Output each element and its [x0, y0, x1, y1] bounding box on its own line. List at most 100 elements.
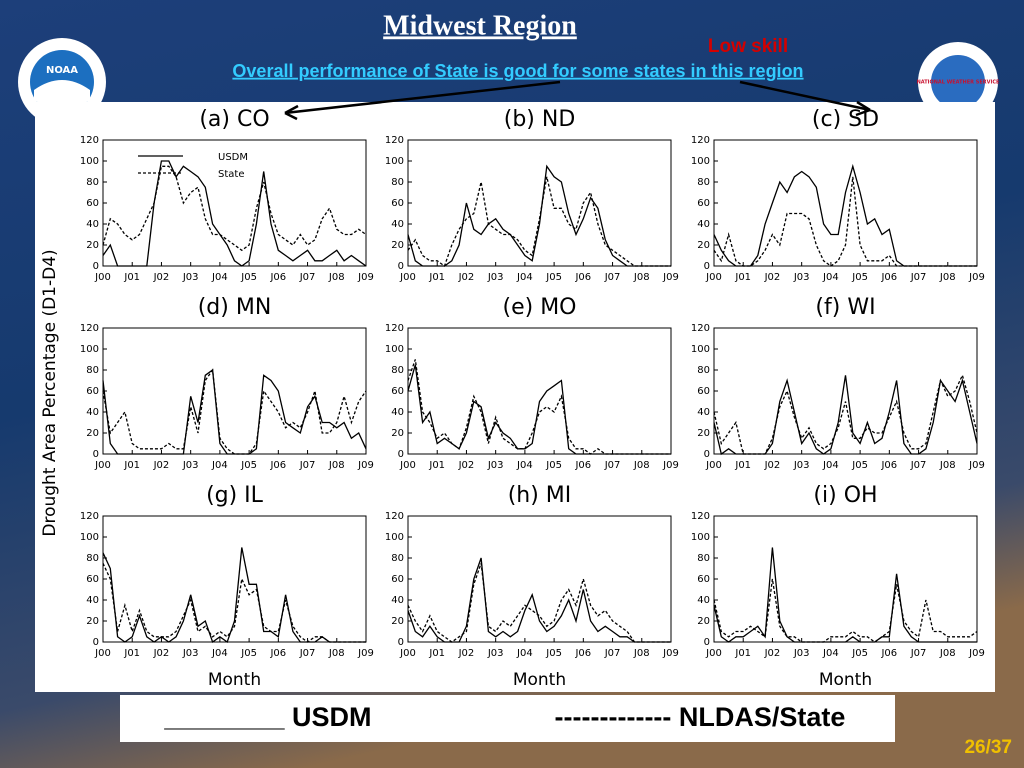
x-tick-label: J09 — [968, 648, 985, 659]
y-tick-label: 100 — [385, 156, 404, 167]
legend-usdm: ________ USDM — [163, 702, 371, 732]
y-tick-label: 20 — [86, 616, 99, 627]
y-tick-label: 120 — [80, 511, 99, 522]
x-tick-label: J00 — [399, 648, 416, 659]
y-tick-label: 120 — [385, 135, 404, 146]
y-tick-label: 100 — [80, 344, 99, 355]
y-tick-label: 0 — [93, 637, 99, 648]
x-tick-label: J08 — [633, 272, 650, 283]
series-line — [407, 176, 671, 268]
x-tick-label: J09 — [662, 272, 679, 283]
series-line — [102, 160, 367, 267]
y-tick-label: 60 — [697, 386, 710, 397]
series-line — [713, 547, 977, 643]
y-tick-label: 40 — [391, 219, 404, 230]
y-tick-label: 80 — [697, 553, 710, 564]
figure-panel — [35, 102, 995, 692]
y-tick-label: 60 — [697, 198, 710, 209]
x-tick-label: J07 — [910, 460, 927, 471]
series-line — [407, 164, 671, 267]
y-tick-label: 60 — [391, 198, 404, 209]
series-line — [713, 176, 977, 267]
y-tick-label: 100 — [691, 156, 710, 167]
x-tick-label: J03 — [487, 272, 504, 283]
x-tick-label: J08 — [328, 648, 345, 659]
x-tick-label: J01 — [428, 460, 445, 471]
x-tick-label: J01 — [428, 648, 445, 659]
y-tick-label: 20 — [86, 240, 99, 251]
y-tick-label: 20 — [697, 240, 710, 251]
x-tick-label: J02 — [153, 648, 170, 659]
y-tick-label: 120 — [691, 323, 710, 334]
page-number: 26/37 — [964, 737, 1012, 758]
y-tick-label: 60 — [86, 574, 99, 585]
panel: (g) IL 0 20 40 60 80 100 120 J00 J01 J02 J03 J04 J05 J… — [80, 483, 374, 690]
panel-title: (h) MI — [508, 483, 572, 508]
y-tick-label: 80 — [86, 553, 99, 564]
series-line — [713, 578, 978, 643]
legend-box — [120, 695, 895, 742]
y-tick-label: 100 — [385, 532, 404, 543]
y-tick-label: 0 — [704, 637, 710, 648]
x-tick-label: J04 — [516, 648, 533, 659]
x-tick-label: J00 — [705, 272, 722, 283]
y-tick-label: 0 — [93, 261, 99, 272]
x-tick-label: J02 — [764, 272, 781, 283]
x-tick-label: J06 — [880, 272, 897, 283]
x-tick-label: J05 — [240, 272, 257, 283]
x-tick-label: J06 — [880, 460, 897, 471]
x-tick-label: J01 — [123, 272, 140, 283]
y-tick-label: 120 — [80, 323, 99, 334]
y-tick-label: 40 — [697, 219, 710, 230]
legend-label: State — [218, 169, 244, 180]
x-tick-label: J01 — [428, 272, 445, 283]
panel-title: (d) MN — [198, 295, 272, 320]
y-tick-label: 20 — [86, 428, 99, 439]
x-tick-label: J09 — [662, 648, 679, 659]
x-tick-label: J04 — [211, 272, 228, 283]
x-tick-label: J06 — [269, 648, 286, 659]
x-tick-label: J04 — [516, 460, 533, 471]
x-tick-label: J02 — [764, 648, 781, 659]
x-tick-label: J05 — [240, 460, 257, 471]
series-line — [407, 563, 671, 643]
x-tick-label: J02 — [153, 272, 170, 283]
y-tick-label: 80 — [391, 553, 404, 564]
x-tick-label: J01 — [123, 648, 140, 659]
x-tick-label: J03 — [793, 648, 810, 659]
slide-subtitle: Overall performance of State is good for… — [232, 61, 803, 81]
x-tick-label: J00 — [705, 460, 722, 471]
y-tick-label: 120 — [80, 135, 99, 146]
series-line — [713, 373, 978, 455]
y-tick-label: 100 — [80, 532, 99, 543]
x-tick-label: J08 — [328, 272, 345, 283]
x-tick-label: J09 — [357, 648, 374, 659]
y-tick-label: 20 — [391, 428, 404, 439]
x-tick-label: J06 — [574, 460, 591, 471]
x-tick-label: J05 — [545, 272, 562, 283]
x-axis-label: Month — [513, 670, 566, 690]
y-tick-label: 20 — [697, 428, 710, 439]
y-tick-label: 0 — [398, 261, 404, 272]
arrows — [284, 80, 871, 121]
panel: (e) MO 0 20 40 60 80 100 120 J00 J01 J02 J03 J04 J05 J… — [385, 295, 679, 471]
y-tick-label: 80 — [391, 177, 404, 188]
y-tick-label: 40 — [86, 219, 99, 230]
x-tick-label: J00 — [94, 272, 111, 283]
logo-text: NOAA — [46, 65, 78, 76]
x-axis-label: Month — [208, 670, 261, 690]
slide-title: Midwest Region — [383, 10, 577, 41]
x-tick-label: J06 — [269, 460, 286, 471]
x-tick-label: J03 — [487, 648, 504, 659]
y-tick-label: 60 — [391, 386, 404, 397]
x-tick-label: J07 — [910, 648, 927, 659]
y-tick-label: 40 — [86, 595, 99, 606]
x-tick-label: J03 — [182, 460, 199, 471]
series-line — [102, 165, 367, 252]
panel: (b) ND 0 20 40 60 80 100 120 J00 J01 J02 J03 J04 J05 J… — [385, 107, 679, 283]
x-tick-label: J01 — [734, 648, 751, 659]
series-line — [713, 375, 978, 456]
y-tick-label: 60 — [391, 574, 404, 585]
series-line — [407, 359, 671, 455]
